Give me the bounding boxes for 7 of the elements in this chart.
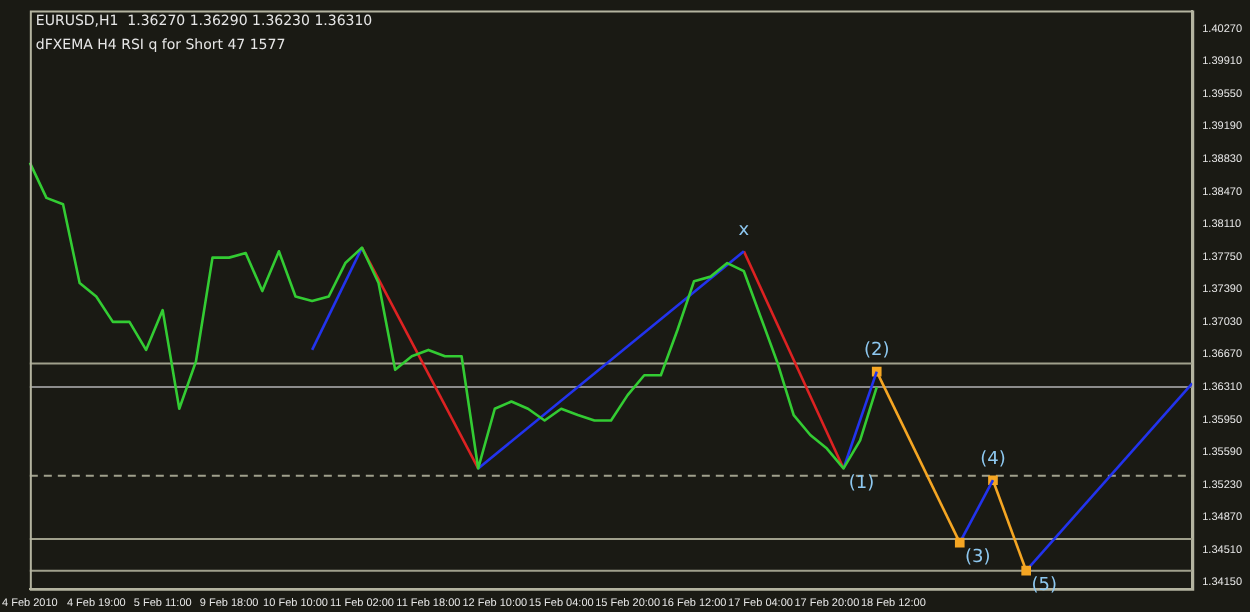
series-label: (1) (848, 474, 875, 495)
point (1021, 565, 1032, 576)
point (954, 537, 965, 548)
series-label: x (738, 220, 751, 241)
series-label: (2) (863, 341, 890, 362)
series-label: (3) (965, 548, 991, 569)
series-label: (4) (980, 449, 1006, 470)
